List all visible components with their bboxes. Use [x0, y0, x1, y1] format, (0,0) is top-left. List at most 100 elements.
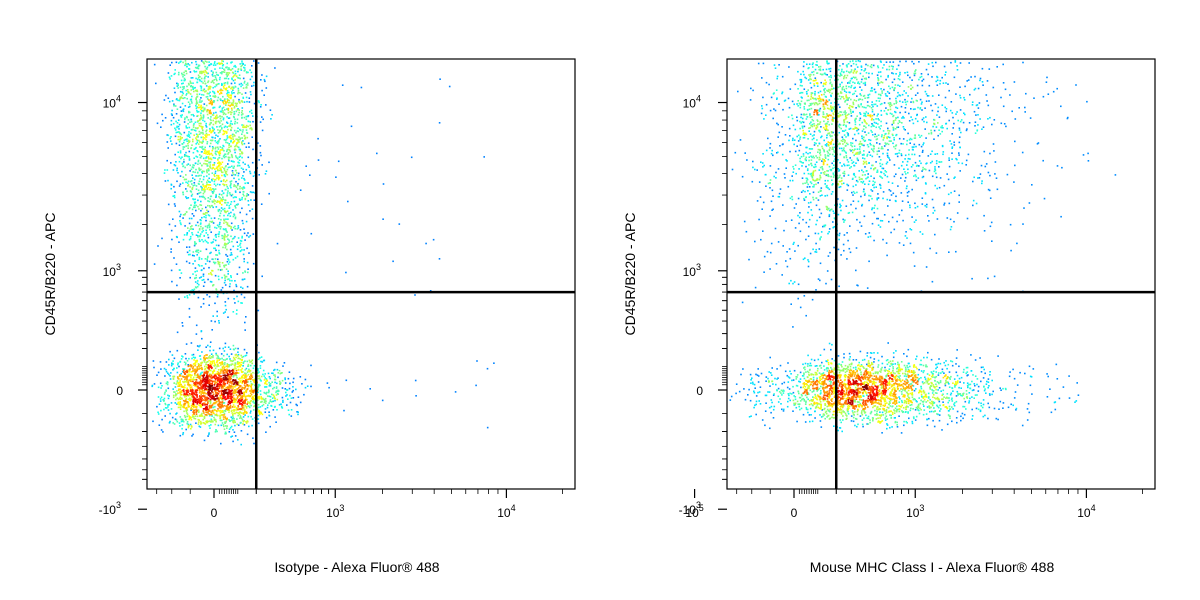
event-dot	[228, 365, 230, 368]
event-dot	[210, 383, 212, 385]
event-dot	[955, 93, 957, 95]
event-dot	[200, 222, 202, 224]
event-dot	[212, 75, 214, 77]
event-dot	[194, 267, 197, 269]
event-dot	[171, 362, 173, 364]
event-dot	[180, 397, 183, 399]
event-dot	[232, 401, 234, 404]
event-dot	[224, 397, 226, 399]
event-dot	[261, 275, 263, 278]
event-dot	[226, 353, 228, 356]
event-dot	[237, 357, 240, 360]
event-dot	[215, 71, 218, 74]
event-dot	[239, 398, 241, 400]
event-dot	[241, 64, 243, 67]
event-dot	[163, 408, 165, 411]
event-dot	[227, 68, 229, 71]
event-dot	[186, 251, 189, 254]
event-dot	[243, 194, 245, 197]
event-dot	[226, 235, 228, 238]
event-dot	[226, 131, 228, 133]
event-dot	[251, 128, 253, 131]
event-dot	[230, 140, 232, 143]
event-dot	[242, 409, 244, 411]
event-dot	[203, 175, 205, 178]
event-dot	[197, 143, 200, 145]
event-dot	[234, 185, 237, 187]
event-dot	[230, 104, 233, 106]
event-dot	[162, 119, 164, 122]
event-dot	[262, 397, 264, 400]
event-dot	[207, 234, 209, 236]
event-dot	[225, 275, 228, 278]
event-dot	[230, 276, 232, 279]
event-dot	[230, 390, 232, 393]
event-dot	[193, 184, 196, 186]
event-dot	[195, 60, 197, 63]
event-dot	[237, 412, 240, 415]
event-dot	[852, 137, 854, 140]
event-dot	[273, 378, 276, 381]
event-dot	[220, 199, 222, 202]
event-dot	[242, 253, 245, 256]
event-dot	[239, 365, 242, 368]
event-dot	[250, 386, 253, 389]
event-dot	[216, 79, 218, 82]
event-dot	[237, 91, 240, 93]
event-dot	[949, 218, 952, 221]
event-dot	[168, 395, 170, 397]
event-dot	[201, 145, 204, 148]
event-dot	[217, 174, 220, 177]
event-dot	[203, 439, 206, 442]
event-dot	[281, 379, 284, 382]
event-dot	[174, 69, 176, 71]
event-dot	[178, 384, 181, 387]
event-dot	[199, 373, 202, 376]
event-dot	[815, 242, 817, 245]
event-dot	[204, 76, 206, 79]
event-dot	[232, 348, 235, 350]
event-dot	[212, 284, 214, 287]
event-dot	[190, 396, 193, 398]
event-dot	[232, 102, 234, 104]
event-dot	[189, 103, 191, 105]
event-dot	[217, 148, 220, 150]
event-dot	[216, 174, 218, 177]
event-dot	[188, 230, 190, 232]
event-dot	[303, 393, 305, 396]
event-dot	[210, 396, 212, 399]
event-dot	[189, 81, 192, 84]
event-dot	[219, 122, 221, 124]
event-dot	[198, 122, 200, 125]
event-dot	[208, 223, 211, 225]
event-dot	[176, 98, 178, 100]
event-dot	[217, 258, 219, 261]
event-dot	[229, 378, 231, 381]
event-dot	[232, 89, 234, 91]
event-dot	[841, 136, 844, 138]
event-dot	[230, 194, 233, 197]
event-dot	[209, 252, 211, 255]
event-dot	[237, 414, 239, 417]
event-dot	[197, 171, 199, 174]
event-dot	[297, 396, 300, 398]
event-dot	[205, 185, 208, 187]
event-dot	[191, 144, 193, 146]
event-dot	[214, 402, 216, 405]
event-dot	[237, 351, 239, 353]
event-dot	[196, 366, 198, 368]
event-dot	[237, 355, 239, 357]
density-dots	[151, 60, 495, 446]
event-dot	[179, 416, 182, 418]
event-dot	[259, 121, 262, 123]
event-dot	[217, 140, 220, 143]
event-dot	[177, 84, 179, 87]
event-dot	[184, 118, 186, 121]
event-dot	[228, 72, 231, 74]
event-dot	[167, 409, 170, 411]
event-dot	[932, 65, 934, 68]
event-dot	[204, 263, 207, 265]
event-dot	[222, 95, 224, 98]
event-dot	[185, 70, 187, 72]
event-dot	[243, 66, 245, 69]
